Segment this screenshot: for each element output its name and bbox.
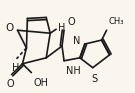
Text: O: O <box>67 17 75 27</box>
Text: CH₃: CH₃ <box>109 17 124 26</box>
Text: O: O <box>5 23 14 33</box>
Text: NH: NH <box>66 66 81 76</box>
Text: OH: OH <box>33 78 48 88</box>
Text: H: H <box>58 23 65 33</box>
Text: N: N <box>73 36 81 46</box>
Text: H: H <box>12 63 19 73</box>
Text: S: S <box>92 74 98 84</box>
Text: O: O <box>7 80 14 89</box>
